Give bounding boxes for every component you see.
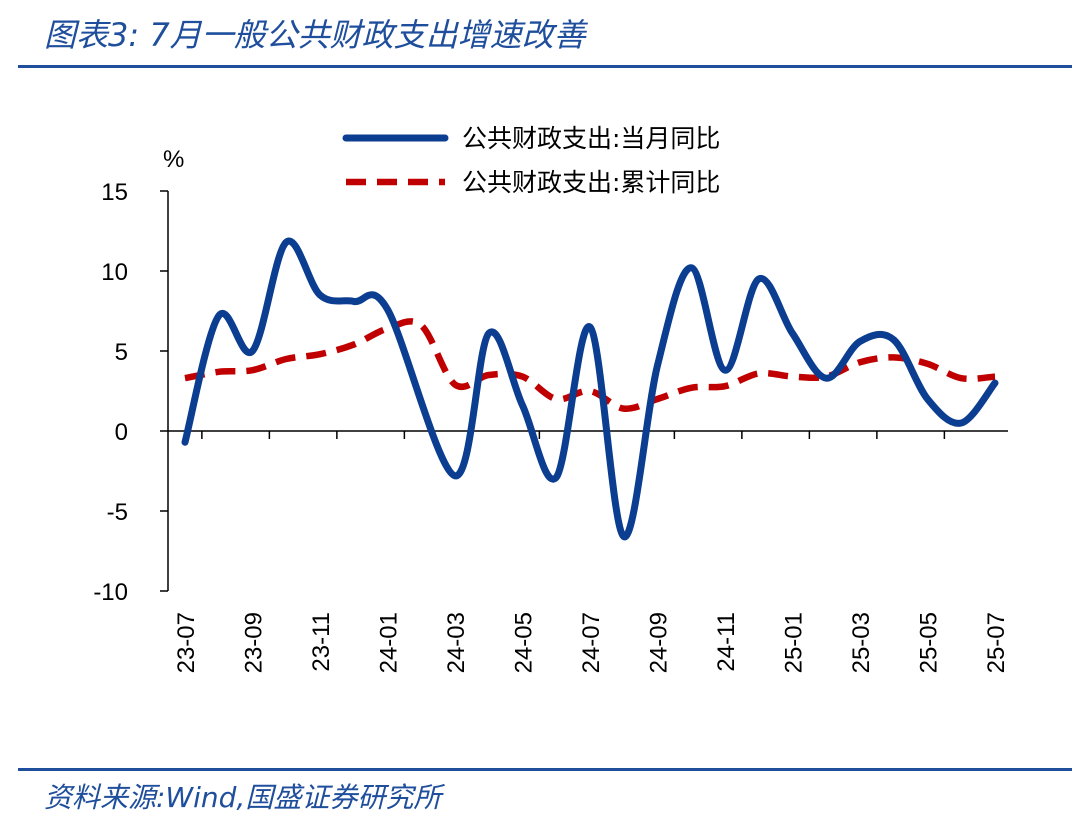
x-tick-label: 24-05 [511,612,538,673]
x-tick-label: 24-07 [578,612,605,673]
x-tick-label: 25-01 [781,612,808,673]
title-divider [18,65,1072,68]
figure-title: 图表3: 7月一般公共财政支出增速改善 [44,16,586,54]
x-tick-label: 24-11 [713,612,740,672]
y-tick-labels: 15 10 5 0 -5 -10 [93,179,128,606]
source-divider [18,768,1072,771]
y-tick-label: 15 [101,179,128,206]
x-tick-label: 23-07 [173,612,200,673]
x-tick-label: 25-05 [916,612,943,673]
y-axis-unit: % [163,146,184,173]
y-tick-label: 0 [115,419,128,446]
x-tick-label: 25-03 [848,612,875,673]
y-tick-label: -5 [107,499,128,526]
line-chart: 15 10 5 0 -5 -10 23-07 23-09 23-11 24-01 24-03 24-… [93,124,1010,673]
x-tick-label: 23-09 [241,612,268,673]
legend-label: 公共财政支出:累计同比 [462,168,720,197]
x-tick-label: 24-03 [443,612,470,673]
series-line-monthly [181,237,999,541]
x-tick-labels: 23-07 23-09 23-11 24-01 24-03 24-05 24-07 24-09… [173,612,1010,673]
legend-label: 公共财政支出:当月同比 [462,124,720,153]
source-note: 资料来源:Wind,国盛证券研究所 [44,781,442,814]
y-tick-label: -10 [93,579,128,606]
x-tick-label: 24-09 [646,612,673,673]
y-tick-label: 10 [101,259,128,286]
x-tick-label: 24-01 [376,612,403,673]
x-tick-label: 25-07 [983,612,1010,673]
y-tick-label: 5 [115,339,128,366]
x-tick-label: 23-11 [308,612,335,672]
series-line-cumulative [184,318,996,412]
axes [160,190,1008,592]
series-lines [181,237,999,541]
